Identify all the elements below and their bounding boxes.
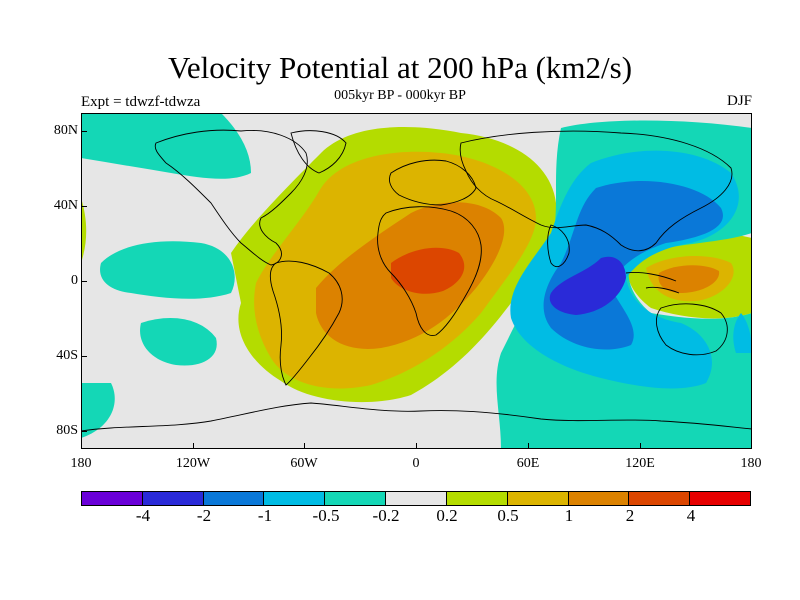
y-tick-mark xyxy=(81,431,87,432)
contour-negative-0.2-cpac xyxy=(100,241,235,299)
colorbar-box xyxy=(507,492,569,505)
x-tick-mark xyxy=(416,443,417,449)
contour-negative-0.2-south xyxy=(81,383,115,438)
x-tick-label-120e: 120E xyxy=(625,456,655,471)
colorbar-label: 2 xyxy=(625,506,635,525)
season-label: DJF xyxy=(726,93,752,109)
colorbar-box xyxy=(386,492,447,505)
colorbar-box xyxy=(446,492,508,505)
y-tick-label-80s: 80S xyxy=(56,423,78,438)
contour-positive-1-wpac xyxy=(658,265,720,293)
coastline-indonesia xyxy=(625,272,680,294)
contour-map xyxy=(81,113,752,449)
colorbar-label: -1 xyxy=(257,506,273,525)
x-tick-label-180e: 180 xyxy=(740,456,762,471)
map-plot-area xyxy=(81,113,752,449)
chart-subtitle: 005kyr BP - 000kyr BP xyxy=(334,88,466,103)
contour-negative-0.2-right xyxy=(733,313,752,353)
y-tick-mark xyxy=(81,281,87,282)
y-tick-label-40s: 40S xyxy=(56,348,78,363)
contour-positive-2 xyxy=(391,247,465,294)
x-tick-label-60w: 60W xyxy=(290,456,318,471)
coastline-europe xyxy=(388,159,477,206)
x-tick-mark xyxy=(304,443,305,449)
contour-positive-0.2-pacific xyxy=(81,197,87,263)
contour-negative-0.2-npac xyxy=(81,113,251,179)
colorbar-box xyxy=(142,492,204,505)
y-tick-label-0: 0 xyxy=(71,273,78,288)
colorbar-label: 0.5 xyxy=(497,506,519,525)
colorbar-box xyxy=(264,492,326,505)
colorbar-box xyxy=(325,492,387,505)
colorbar xyxy=(81,491,751,506)
colorbar-box xyxy=(203,492,265,505)
coastline-antarctica xyxy=(81,402,752,432)
x-tick-mark xyxy=(193,443,194,449)
colorbar-label: 0.2 xyxy=(436,506,458,525)
colorbar-box xyxy=(690,492,750,505)
x-tick-mark xyxy=(528,443,529,449)
colorbar-label: -0.5 xyxy=(312,506,340,525)
contour-negative-2 xyxy=(549,256,626,315)
colorbar-label: 1 xyxy=(564,506,574,525)
colorbar-label: -4 xyxy=(135,506,151,525)
x-tick-mark xyxy=(640,443,641,449)
contour-negative-0.2-spac xyxy=(140,318,217,366)
colorbar-label: 4 xyxy=(686,506,696,525)
coastline-layer xyxy=(81,129,752,432)
y-tick-label-80n: 80N xyxy=(53,123,78,138)
colorbar-label: -2 xyxy=(196,506,212,525)
y-tick-mark xyxy=(81,356,87,357)
colorbar-box xyxy=(82,492,143,505)
colorbar-label: -0.2 xyxy=(372,506,400,525)
coastline-africa xyxy=(377,206,482,336)
coastline-india xyxy=(547,224,570,267)
y-tick-mark xyxy=(81,131,87,132)
coastline-australia xyxy=(655,303,728,356)
chart-title: Velocity Potential at 200 hPa (km2/s) xyxy=(167,50,633,85)
y-tick-label-40n: 40N xyxy=(53,198,78,213)
x-tick-label-0: 0 xyxy=(412,456,420,471)
x-tick-label-60e: 60E xyxy=(516,456,540,471)
colorbar-box xyxy=(629,492,691,505)
coastline-asia xyxy=(459,130,733,252)
coastline-greenland xyxy=(290,130,347,174)
colorbar-box xyxy=(568,492,630,505)
coastline-south-america xyxy=(269,260,343,386)
experiment-label: Expt = tdwzf-tdwza xyxy=(81,94,201,110)
x-tick-label-180w: 180 xyxy=(70,456,92,471)
coastline-north-america xyxy=(154,129,308,266)
x-tick-label-120w: 120W xyxy=(175,456,211,471)
contour-fill-layer xyxy=(81,113,752,449)
y-tick-mark xyxy=(81,206,87,207)
